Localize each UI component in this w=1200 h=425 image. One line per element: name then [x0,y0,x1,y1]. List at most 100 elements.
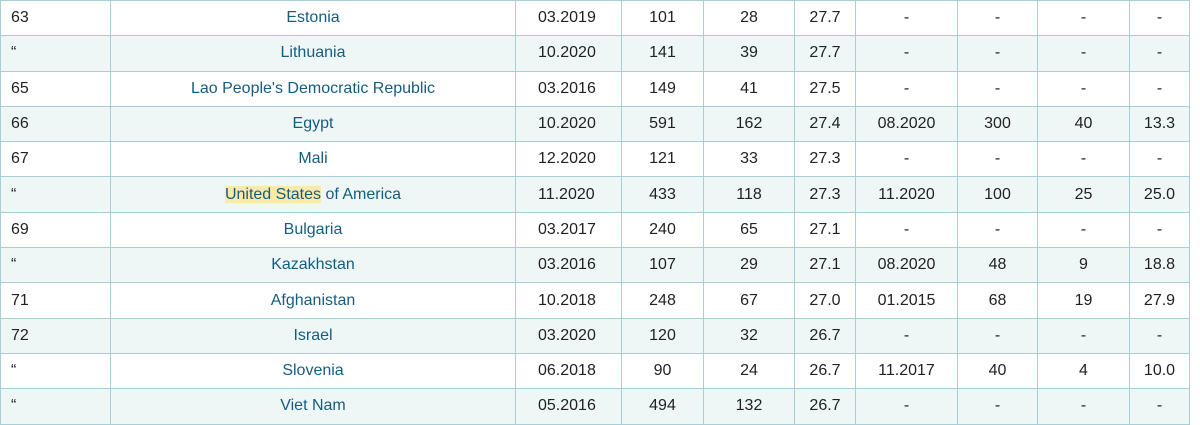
upper-women-cell: - [1037,0,1130,37]
rank-cell: 63 [0,0,111,37]
country-link[interactable]: Lao People's Democratic Republic [191,80,435,97]
percent-women-cell: 26.7 [794,388,856,425]
table-row: “ Slovenia 06.2018 90 24 26.7 11.2017 40… [0,352,1190,390]
table-row: “ Lithuania 10.2020 141 39 27.7 - - - - [0,35,1190,72]
upper-percent-value: - [1156,9,1163,27]
women-value: 118 [736,185,762,203]
women-cell: 132 [703,388,795,425]
country-name: Lao People's Democratic Republic [190,79,436,97]
table-row: “ United States of America 11.2020 433 1… [0,176,1190,213]
country-link[interactable]: Afghanistan [271,292,356,309]
country-name: Viet Nam [280,397,346,415]
country-cell: Lao People's Democratic Republic [110,70,516,107]
election-date: 03.2017 [538,220,596,238]
election-date: 12.2020 [538,150,596,168]
country-link[interactable]: Estonia [286,9,339,26]
election-date: 03.2016 [538,79,596,97]
women-value: 33 [740,150,758,168]
upper-percent-value: - [1156,150,1163,168]
country-cell: Viet Nam [110,388,516,425]
upper-percent-value: - [1156,79,1163,97]
seats-value: 149 [649,79,676,97]
upper-women-cell: - [1037,141,1130,178]
country-cell: Kazakhstan [110,247,516,284]
upper-date-cell: 11.2020 [855,176,958,213]
rank-cell: 65 [0,70,111,107]
upper-percent-value: 27.9 [1143,291,1176,309]
country-link[interactable]: Bulgaria [284,221,343,238]
election-date-cell: 10.2020 [515,35,622,72]
seats-value: 240 [649,220,676,238]
rank-cell: 72 [0,317,111,354]
country-name: Mali [298,150,328,168]
table-row: 65 Lao People's Democratic Republic 03.2… [0,70,1190,107]
country-link[interactable]: Viet Nam [280,397,346,414]
seats-value: 248 [649,291,676,309]
percent-women-cell: 27.1 [794,211,856,249]
table-row: “ Kazakhstan 03.2016 107 29 27.1 08.2020… [0,247,1190,284]
seats-value: 433 [649,185,676,203]
election-date-cell: 03.2019 [515,0,622,37]
table-row: 69 Bulgaria 03.2017 240 65 27.1 - - - - [0,211,1190,249]
rank-value: 71 [11,291,29,309]
percent-women-value: 26.7 [809,326,841,344]
election-date-cell: 10.2018 [515,282,622,319]
seats-cell: 494 [621,388,704,425]
women-cell: 32 [703,317,795,354]
table-row: 72 Israel 03.2020 120 32 26.7 - - - - [0,317,1190,354]
country-link[interactable]: Kazakhstan [271,256,355,273]
country-link[interactable]: Lithuania [281,44,346,61]
upper-percent-cell: - [1129,388,1190,425]
election-date: 11.2020 [538,185,595,203]
upper-seats-cell: 48 [957,247,1038,284]
country-cell: Estonia [110,0,516,37]
seats-cell: 149 [621,70,704,107]
seats-cell: 101 [621,0,704,37]
seats-cell: 121 [621,141,704,178]
women-value: 41 [740,79,758,97]
rank-value: 69 [11,220,29,238]
country-link[interactable]: Egypt [293,115,334,132]
seats-cell: 90 [621,352,704,390]
country-link[interactable]: United States of America [224,185,402,203]
upper-date: - [903,9,910,27]
upper-seats-cell: - [957,211,1038,249]
country-link[interactable]: Slovenia [282,362,343,379]
country-link[interactable]: Israel [293,327,332,344]
upper-percent-value: - [1156,220,1163,238]
upper-percent-cell: 25.0 [1129,176,1190,213]
upper-percent-cell: - [1129,70,1190,107]
upper-date-cell: - [855,211,958,249]
rank-cell: 66 [0,105,111,143]
country-name: Kazakhstan [271,256,355,274]
upper-seats-value: - [994,9,1001,27]
upper-seats-cell: - [957,141,1038,178]
election-date: 10.2020 [538,44,596,62]
upper-percent-value: 18.8 [1143,256,1176,274]
upper-percent-cell: 13.3 [1129,105,1190,143]
upper-date-cell: 01.2015 [855,282,958,319]
upper-seats-value: 100 [984,185,1011,203]
election-date: 06.2018 [538,362,596,380]
women-cell: 28 [703,0,795,37]
country-name: of America [321,185,402,203]
percent-women-value: 27.5 [809,79,841,97]
upper-women-value: - [1080,397,1087,415]
upper-women-cell: 19 [1037,282,1130,319]
women-value: 67 [740,291,758,309]
upper-percent-value: - [1156,44,1163,62]
upper-date: 01.2015 [877,291,936,309]
upper-date: 08.2020 [877,115,936,133]
upper-seats-cell: - [957,35,1038,72]
upper-women-cell: 40 [1037,105,1130,143]
upper-women-value: 19 [1074,291,1093,309]
election-date-cell: 10.2020 [515,105,622,143]
women-cell: 39 [703,35,795,72]
upper-seats-cell: 68 [957,282,1038,319]
upper-seats-cell: - [957,388,1038,425]
country-link[interactable]: Mali [298,150,327,167]
table-row: 67 Mali 12.2020 121 33 27.3 - - - - [0,141,1190,178]
upper-seats-value: - [994,220,1001,238]
seats-value: 101 [649,9,676,27]
